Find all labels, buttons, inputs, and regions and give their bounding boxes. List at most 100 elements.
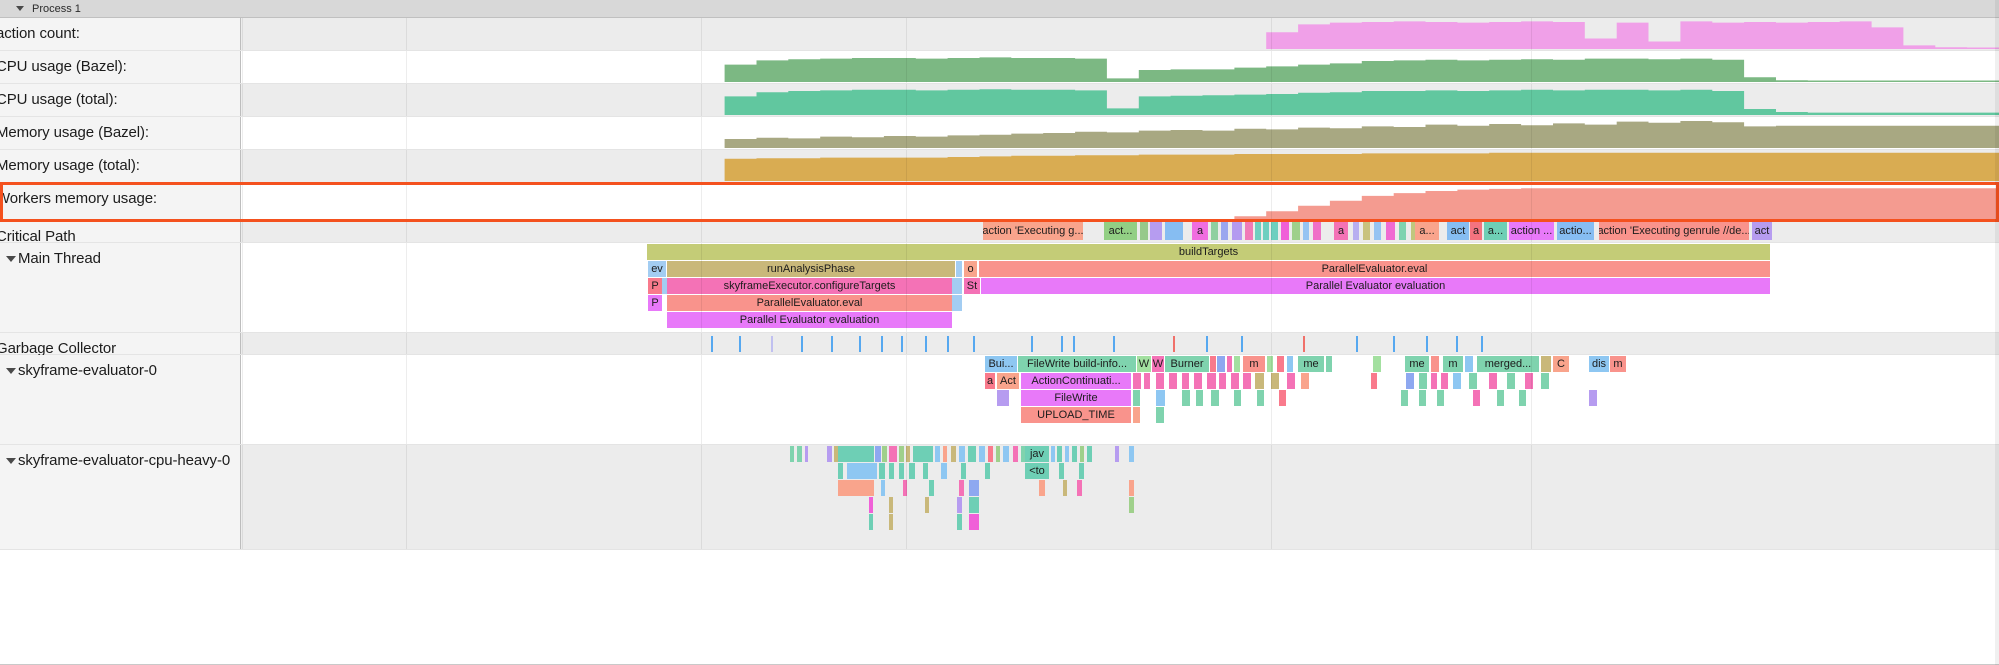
gc-tick[interactable] (711, 336, 713, 352)
track-row[interactable]: Memory usage (Bazel): (0, 117, 1999, 150)
slice-block-unlabeled[interactable] (1489, 373, 1497, 389)
gc-tick[interactable] (1426, 336, 1428, 352)
track-label-gutter[interactable]: Workers memory usage: (0, 183, 241, 220)
gc-tick[interactable] (1481, 336, 1483, 352)
slice-block-unlabeled[interactable] (662, 278, 667, 294)
slice-block-unlabeled[interactable] (969, 480, 979, 496)
track-label-gutter[interactable]: CPU usage (Bazel): (0, 51, 241, 83)
slice-block-unlabeled[interactable] (1271, 373, 1279, 389)
slice-block-unlabeled[interactable] (1326, 356, 1332, 372)
track-canvas[interactable]: Bui... FileWrite build-info... W W Burner m me… (241, 355, 1999, 444)
slice-block-unlabeled[interactable] (952, 278, 962, 294)
track-row[interactable]: CPU usage (Bazel): (0, 51, 1999, 84)
slice-block-unlabeled[interactable] (1077, 480, 1082, 496)
slice-block-unlabeled[interactable] (838, 463, 843, 479)
slice-block-unlabeled[interactable] (952, 295, 962, 311)
slice-block-unlabeled[interactable] (923, 463, 928, 479)
slice-block-unlabeled[interactable] (1541, 373, 1549, 389)
track-canvas[interactable] (241, 117, 1999, 149)
slice-block[interactable]: actio... (1557, 222, 1594, 240)
slice-block[interactable]: FileWrite (1021, 390, 1131, 406)
slice-block[interactable]: jav (1025, 446, 1049, 462)
gc-tick[interactable] (859, 336, 861, 352)
slice-block-unlabeled[interactable] (1301, 373, 1309, 389)
slice-block[interactable]: a (985, 373, 995, 389)
gc-tick[interactable] (1241, 336, 1243, 352)
slice-block[interactable]: C (1553, 356, 1569, 372)
slice-block-unlabeled[interactable] (1374, 222, 1381, 240)
slice-block-unlabeled[interactable] (996, 446, 1000, 462)
slice-block[interactable]: me (1298, 356, 1324, 372)
slice-block-unlabeled[interactable] (1419, 373, 1427, 389)
slice-block[interactable]: act (1752, 222, 1772, 240)
slice-block-unlabeled[interactable] (1303, 222, 1309, 240)
slice-block-unlabeled[interactable] (969, 497, 979, 513)
slice-block-unlabeled[interactable] (1519, 390, 1526, 406)
slice-block-unlabeled[interactable] (869, 514, 873, 530)
slice-block-unlabeled[interactable] (941, 463, 947, 479)
slice-block-unlabeled[interactable] (1156, 390, 1165, 406)
slice-block-unlabeled[interactable] (1232, 222, 1242, 240)
gc-tick[interactable] (1303, 336, 1305, 352)
slice-block-unlabeled[interactable] (797, 446, 802, 462)
track-canvas[interactable] (241, 51, 1999, 83)
track-row[interactable]: Critical Path action 'Executing g... act..… (0, 221, 1999, 245)
slice-block-unlabeled[interactable] (957, 497, 962, 513)
slice-block-unlabeled[interactable] (1182, 373, 1189, 389)
track-canvas[interactable] (241, 333, 1999, 354)
gc-tick[interactable] (881, 336, 883, 352)
slice-block-unlabeled[interactable] (925, 497, 929, 513)
slice-block-unlabeled[interactable] (1051, 446, 1055, 462)
slice-block-unlabeled[interactable] (1072, 446, 1077, 462)
track-canvas[interactable]: action 'Executing g... act... a a a... act a a.… (241, 221, 1999, 242)
slice-block-unlabeled[interactable] (1231, 373, 1239, 389)
slice-block-unlabeled[interactable] (909, 463, 915, 479)
slice-block-unlabeled[interactable] (1281, 222, 1289, 240)
slice-block[interactable]: P (648, 278, 662, 294)
slice-block-unlabeled[interactable] (1255, 373, 1264, 389)
slice-block-unlabeled[interactable] (899, 463, 904, 479)
slice-block-unlabeled[interactable] (1431, 373, 1437, 389)
slice-block[interactable]: UPLOAD_TIME (1021, 407, 1131, 423)
slice-block-unlabeled[interactable] (979, 446, 985, 462)
slice-block[interactable]: action 'Executing g... (983, 222, 1083, 240)
slice-block-unlabeled[interactable] (1013, 446, 1018, 462)
gc-tick[interactable] (1456, 336, 1458, 352)
gc-tick[interactable] (1173, 336, 1175, 352)
gc-tick[interactable] (925, 336, 927, 352)
slice-block[interactable]: action ... (1509, 222, 1554, 240)
slice-block[interactable]: m (1443, 356, 1463, 372)
slice-block-unlabeled[interactable] (1263, 222, 1269, 240)
slice-block-unlabeled[interactable] (1079, 463, 1084, 479)
slice-block[interactable]: a (1334, 222, 1348, 240)
slice-block[interactable]: W (1137, 356, 1151, 372)
slice-block-unlabeled[interactable] (1140, 222, 1148, 240)
slice-block[interactable]: ActionContinuati... (1021, 373, 1131, 389)
slice-block-unlabeled[interactable] (1059, 463, 1064, 479)
track-label-gutter[interactable]: skyframe-evaluator-0 (0, 355, 241, 444)
slice-block-unlabeled[interactable] (1406, 373, 1414, 389)
gc-tick[interactable] (901, 336, 903, 352)
slice-block-unlabeled[interactable] (1473, 390, 1480, 406)
slice-block-unlabeled[interactable] (1234, 390, 1241, 406)
slice-block[interactable]: buildTargets (647, 244, 1770, 260)
slice-block-unlabeled[interactable] (1255, 222, 1261, 240)
track-label-gutter[interactable]: action count: (0, 18, 241, 50)
track-canvas[interactable] (241, 18, 1999, 50)
slice-block-unlabeled[interactable] (935, 446, 940, 462)
gc-tick[interactable] (973, 336, 975, 352)
slice-block-unlabeled[interactable] (957, 514, 962, 530)
slice-block[interactable]: ev (648, 261, 666, 277)
slice-block-unlabeled[interactable] (1292, 222, 1300, 240)
slice-block-unlabeled[interactable] (1039, 480, 1045, 496)
slice-block-unlabeled[interactable] (1156, 407, 1164, 423)
slice-block-unlabeled[interactable] (1021, 446, 1025, 462)
slice-block-unlabeled[interactable] (1065, 446, 1069, 462)
track-canvas[interactable]: jav <to (241, 445, 1999, 549)
slice-block-unlabeled[interactable] (838, 446, 874, 462)
gc-tick[interactable] (1073, 336, 1075, 352)
slice-block-unlabeled[interactable] (1217, 356, 1225, 372)
track-canvas[interactable] (241, 150, 1999, 182)
slice-block[interactable]: a (1192, 222, 1208, 240)
slice-block[interactable]: o (964, 261, 977, 277)
